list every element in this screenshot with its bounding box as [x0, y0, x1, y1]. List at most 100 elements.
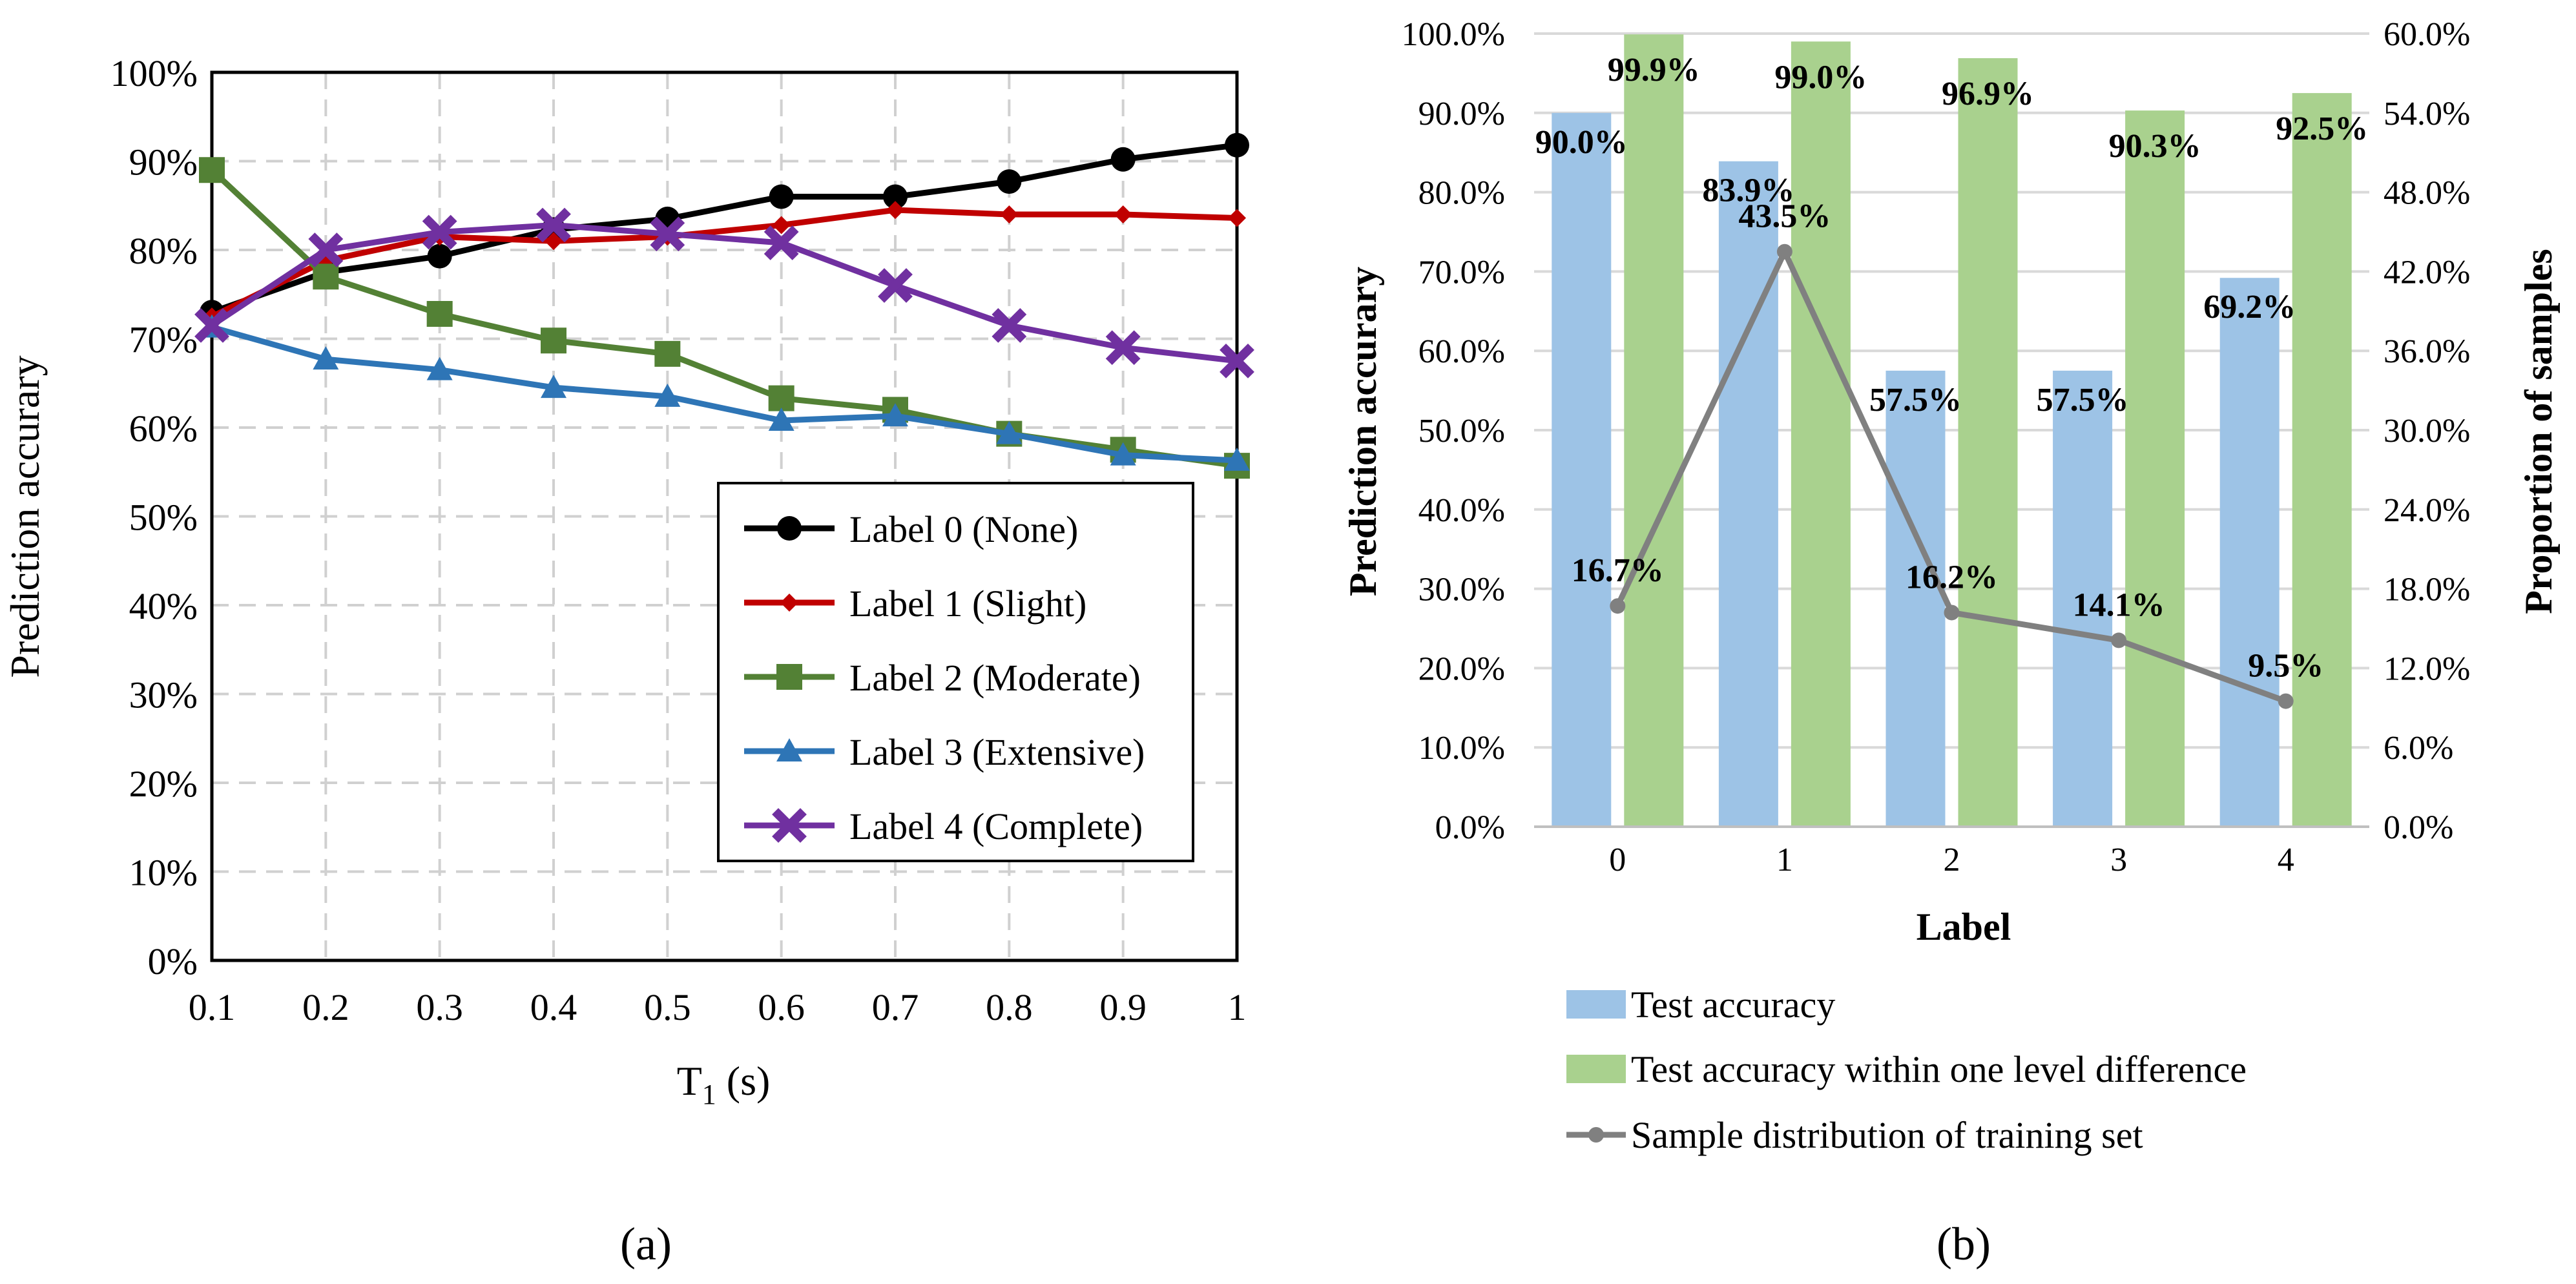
panel-a-point-s4-stroke-2 — [1105, 330, 1141, 366]
panel-a-legend-label: Label 0 (None) — [849, 508, 1078, 550]
panel-b-y-right-tick-labels: 0.0% 6.0% 12.0% 18.0% 24.0% 30.0% 36.0% 42.0% 48… — [2384, 16, 2470, 846]
panel-b-legend-swatch-test-accuracy — [1566, 990, 1626, 1019]
panel-a-point-s1 — [545, 232, 563, 251]
panel-b-y-tick-label: 100.0% — [1402, 16, 1505, 53]
panel-a-point-s4 — [992, 307, 1027, 343]
panel-a-point-s4 — [650, 216, 685, 252]
panel-b-bar-within-one-level — [1791, 41, 1851, 827]
panel-a-y-tick-label: 100% — [110, 52, 198, 94]
panel-a-y-tick-labels: 0% 10% 20% 30% 40% 50% 60% 70% 80% 90% 100% — [110, 52, 198, 982]
panel-b-y-right-tick-label: 24.0% — [2384, 492, 2470, 529]
panel-a-plot-frame — [210, 70, 1239, 962]
panel-b-label-distribution: 16.2% — [1906, 559, 1998, 595]
panel-b-legend-swatch-within-one-level — [1566, 1055, 1626, 1083]
panel-b-y-right-tick-label: 54.0% — [2384, 96, 2470, 132]
panel-b-bar-within-one-level — [1624, 34, 1684, 827]
panel-a-point-s0 — [769, 184, 794, 209]
panel-b-caption: (b) — [1937, 1218, 1991, 1270]
panel-a-point-s4 — [878, 268, 913, 303]
panel-a-point-s1 — [1000, 205, 1019, 223]
panel-a-point-s3 — [426, 357, 453, 380]
panel-b-label-test-accuracy: 83.9% — [1702, 172, 1794, 209]
panel-b-legend: Test accuracy Test accuracy within one le… — [1566, 984, 2247, 1156]
panel-b-x-tick-label: 0 — [1609, 842, 1626, 878]
panel-a-point-s3 — [313, 346, 339, 370]
panel-a-legend-marker-stroke-2 — [772, 808, 807, 843]
panel-a-point-s4-stroke-2 — [308, 233, 344, 267]
panel-a-point-s1 — [1114, 205, 1132, 223]
panel-b-y-right-tick-label: 60.0% — [2384, 16, 2470, 53]
panel-a-x-tick-label: 0.6 — [758, 986, 805, 1028]
panel-b-y-axis-label: Prediction accurary — [1342, 267, 1384, 596]
panel-a-x-axis-label: T1 (s) — [677, 1058, 771, 1110]
panel-b-label-test-accuracy: 90.0% — [1535, 124, 1628, 161]
panel-a-point-s4 — [194, 307, 229, 343]
panel-b-y-tick-labels: 0.0% 10.0% 20.0% 30.0% 40.0% 50.0% 60.0% 70.0% 8… — [1402, 16, 1505, 846]
panel-a-x-tick-label: 0.7 — [872, 986, 919, 1028]
panel-a-point-s4 — [422, 214, 457, 250]
panel-b-label-within-one-level: 90.3% — [2109, 128, 2201, 165]
panel-a-legend-marker — [780, 594, 798, 612]
panel-b-label-within-one-level: 92.5% — [2276, 110, 2368, 147]
panel-b-label-distribution: 14.1% — [2073, 586, 2165, 623]
panel-b-line-series — [1610, 243, 2294, 709]
panel-a-x-tick-label: 1 — [1228, 986, 1247, 1028]
panel-a-point-s2 — [654, 340, 681, 367]
panel-b-distribution-line — [1615, 249, 2287, 704]
panel-b-distribution-point — [1776, 243, 1792, 260]
panel-b-y-tick-label: 50.0% — [1418, 413, 1505, 450]
panel-a-x-tick-label: 0.2 — [302, 986, 349, 1028]
panel-b-label-within-one-level: 99.0% — [1774, 59, 1867, 96]
panel-a-point-s0 — [1225, 132, 1249, 158]
panel-a-x-tick-label: 0.4 — [530, 986, 577, 1028]
panel-a-point-s3 — [882, 403, 908, 427]
panel-a-legend-label: Label 3 (Extensive) — [849, 731, 1145, 773]
panel-a-y-tick-label: 10% — [129, 852, 198, 894]
panel-b-y-right-tick-label: 30.0% — [2384, 413, 2470, 450]
panel-b-distribution-point — [1944, 605, 1960, 621]
panel-b-y-right-axis-label: Proportion of samples — [2517, 249, 2560, 614]
panel-a-point-s4-stroke-2 — [1220, 343, 1254, 378]
panel-a-point-s2 — [541, 327, 566, 354]
panel-b-y-tick-label: 90.0% — [1418, 96, 1505, 132]
panel-b-bars — [1552, 34, 2352, 827]
panel-a-point-s1 — [1228, 209, 1246, 227]
panel-a-point-s1 — [886, 201, 904, 220]
panel-b-y-tick-label: 0.0% — [1435, 809, 1505, 846]
panel-b-distribution-point — [2278, 693, 2294, 709]
panel-a-point-s2 — [313, 264, 339, 290]
panel-b-bar-within-one-level — [2292, 93, 2352, 827]
panel-b-bar-test-accuracy — [1885, 370, 1946, 827]
panel-a-caption: (a) — [620, 1218, 672, 1270]
panel-a-point-s0 — [427, 243, 452, 269]
panel-b-x-axis-label: Label — [1916, 906, 2011, 948]
panel-b-y-tick-label: 40.0% — [1418, 492, 1505, 529]
panel-a-point-s0 — [1110, 147, 1136, 172]
panel-b-x-tick-labels: 0 1 2 3 4 — [1609, 842, 2294, 878]
panel-a-point-s4 — [536, 207, 571, 243]
panel-a-y-tick-label: 60% — [129, 408, 198, 450]
panel-b-y-right-tick-label: 18.0% — [2384, 572, 2470, 608]
panel-a-y-tick-label: 0% — [148, 940, 198, 982]
panel-a-point-s4-stroke-2 — [422, 214, 457, 250]
panel-b-label-test-accuracy: 57.5% — [1869, 382, 1962, 419]
panel-b-legend-marker-distribution — [1588, 1127, 1604, 1143]
panel-a-y-tick-label: 30% — [129, 674, 198, 716]
panel-a-point-s0 — [997, 169, 1022, 194]
panel-a-series-line-3 — [211, 324, 1238, 464]
panel-b-y-right-tick-label: 42.0% — [2384, 254, 2470, 291]
panel-b-legend-label: Test accuracy within one level differenc… — [1631, 1048, 2247, 1090]
panel-b-chart: 90.0% 83.9% 57.5% 57.5% 69.2% 99.9% 99.0% 96.9%… — [1342, 16, 2560, 1270]
panel-a-legend-label: Label 2 (Moderate) — [849, 657, 1141, 699]
panel-a-x-tick-label: 0.8 — [986, 986, 1033, 1028]
panel-a-point-s2 — [199, 157, 225, 183]
panel-a-x-tick-label: 0.1 — [189, 986, 236, 1028]
panel-b-label-within-one-level: 96.9% — [1942, 76, 2034, 112]
panel-b-label-within-one-level: 99.9% — [1608, 52, 1700, 88]
panel-a-x-tick-label: 0.3 — [416, 986, 463, 1028]
panel-a-point-s1 — [772, 216, 791, 234]
panel-a-point-s4-stroke-2 — [536, 207, 571, 243]
panel-a-y-tick-label: 20% — [129, 763, 198, 805]
panel-a-x-tick-label: 0.5 — [644, 986, 691, 1028]
